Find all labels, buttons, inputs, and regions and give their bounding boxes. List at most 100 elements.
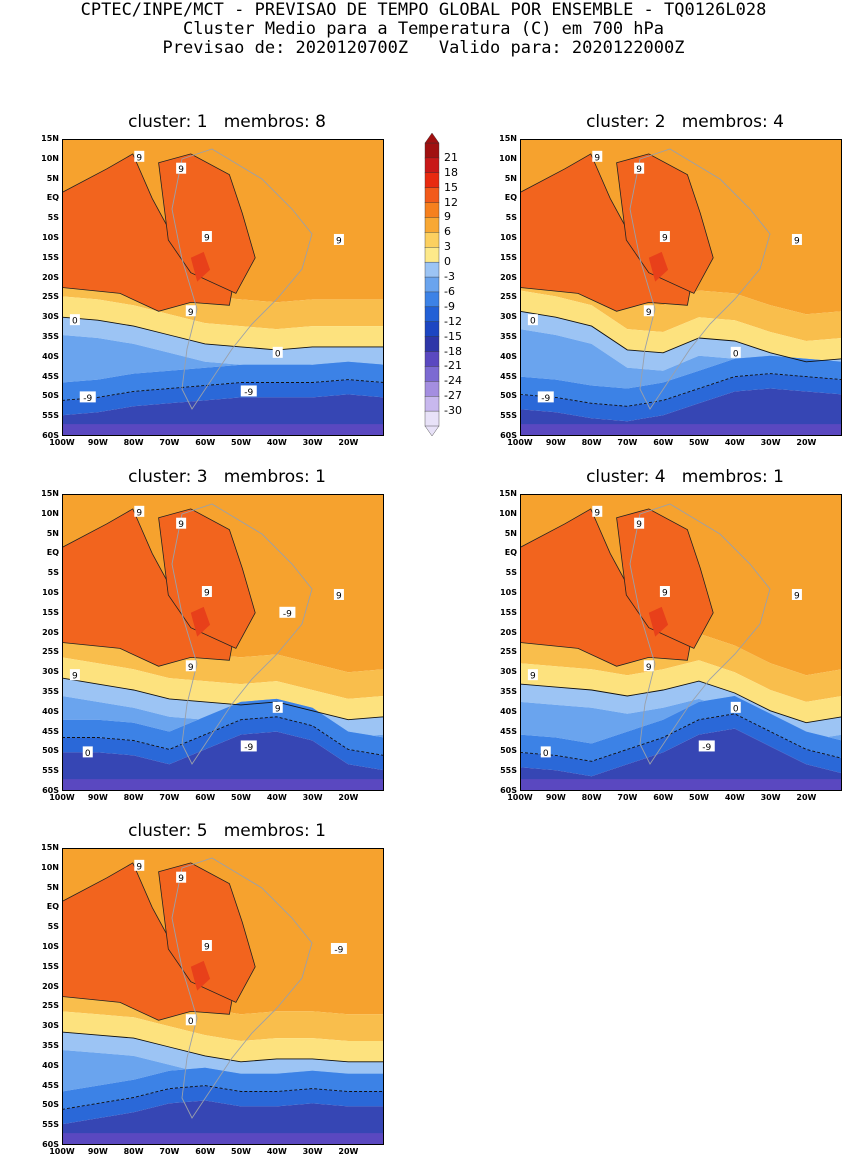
lat-tick-label: 10S	[42, 588, 59, 597]
colorbar-arrow-bottom	[424, 425, 440, 436]
warm-region	[648, 251, 669, 282]
colorbar-swatch	[424, 157, 440, 174]
contour-label: 9	[791, 233, 802, 246]
lon-tick-label: 20W	[796, 793, 817, 802]
temperature-band	[62, 1032, 384, 1080]
lon-tick-label: 20W	[338, 1147, 359, 1156]
colorbar-label: -24	[444, 374, 462, 388]
lat-tick-label: 10S	[500, 233, 517, 242]
contour-label: 9	[592, 505, 603, 518]
lat-tick-label: 15N	[41, 134, 59, 143]
contour-label: 9	[592, 150, 603, 163]
lon-tick-label: 60W	[653, 438, 674, 447]
lat-tick-label: 30S	[500, 312, 517, 322]
svg-text:9: 9	[204, 943, 210, 953]
colorbar-label: -21	[444, 359, 462, 373]
lat-tick-label: 50S	[500, 391, 517, 401]
lat-tick-label: 5S	[47, 213, 59, 223]
panel-title: cluster: 4 membros: 1	[586, 467, 784, 487]
svg-text:0: 0	[188, 1017, 194, 1027]
lat-tick-label: 35S	[42, 687, 59, 696]
lat-tick-label: 60S	[42, 1140, 59, 1149]
lon-tick-label: 40W	[266, 1147, 287, 1156]
temperature-band	[520, 696, 842, 744]
temperature-band	[520, 696, 842, 762]
colorbar-label: 12	[444, 195, 458, 209]
contour-label: 0	[82, 746, 93, 759]
lat-tick-label: 25S	[42, 292, 59, 302]
temperature-band	[520, 660, 842, 723]
lon-tick-label: 100W	[49, 438, 75, 447]
temperature-band	[62, 716, 384, 771]
lon-tick-label: 50W	[231, 438, 251, 447]
contour-label: 9	[134, 505, 145, 518]
isotherm-zero	[520, 680, 842, 724]
lat-tick-label: 20S	[500, 272, 517, 282]
lon-tick-label: 100W	[49, 1147, 75, 1156]
colorbar-swatch	[424, 321, 440, 338]
svg-text:0: 0	[530, 317, 536, 327]
map-frame	[520, 139, 842, 436]
lat-tick-label: EQ	[46, 902, 59, 912]
lat-tick-label: 50S	[42, 1100, 59, 1110]
contour-label: 9	[185, 305, 196, 318]
lat-tick-label: 5S	[47, 922, 59, 932]
lon-tick-label: 60W	[195, 793, 216, 802]
svg-text:9: 9	[178, 874, 184, 884]
lat-tick-label: 15N	[41, 843, 59, 852]
temperature-band	[520, 329, 842, 389]
colorbar-label: -18	[444, 344, 462, 358]
colorbar-label: -3	[444, 270, 455, 284]
lat-tick-label: 45S	[42, 371, 59, 381]
lon-tick-label: 50W	[689, 793, 709, 802]
colorbar-swatch	[424, 381, 440, 397]
warm-region	[616, 153, 714, 294]
lon-tick-label: 100W	[507, 438, 533, 447]
isotherm-zero	[62, 677, 384, 721]
temperature-band	[62, 296, 384, 350]
contour-label: 9	[643, 305, 654, 318]
lat-tick-label: 30S	[42, 1021, 59, 1031]
contour-label: 9	[659, 586, 670, 599]
contour-label: -9	[330, 942, 347, 955]
temperature-band	[62, 1133, 384, 1145]
warm-region	[190, 960, 211, 991]
lat-tick-label: EQ	[504, 548, 517, 558]
header-line-3: Previsao de: 2020120700Z Valido para: 20…	[162, 38, 685, 58]
lat-tick-label: 5N	[46, 882, 59, 892]
temperature-band	[62, 1067, 384, 1110]
contour-label: 9	[201, 940, 212, 953]
contour-label: 0	[272, 346, 283, 359]
isotherm-zero	[520, 310, 842, 363]
lat-tick-label: 10N	[41, 862, 59, 872]
colorbar-arrow-top	[424, 133, 440, 144]
lon-tick-label: 60W	[195, 438, 216, 447]
temperature-band	[62, 698, 384, 756]
svg-text:-9: -9	[541, 394, 550, 404]
lon-tick-label: 40W	[266, 438, 287, 447]
lon-tick-label: 90W	[87, 793, 108, 802]
coastline	[171, 148, 313, 410]
lat-tick-label: 30S	[500, 667, 517, 677]
temperature-band	[62, 361, 384, 401]
lon-tick-label: 100W	[507, 793, 533, 802]
lon-tick-label: 80W	[581, 438, 602, 447]
lon-tick-label: 70W	[159, 793, 180, 802]
temperature-band	[520, 713, 842, 777]
warm-region	[648, 606, 669, 637]
contour-label: -9	[240, 740, 257, 753]
contour-label: 9	[185, 660, 196, 673]
lon-tick-label: 90W	[87, 438, 108, 447]
svg-text:9: 9	[794, 591, 800, 601]
contour-label: 0	[730, 346, 741, 359]
temperature-band	[62, 317, 384, 368]
panel-title: cluster: 3 membros: 1	[128, 467, 326, 487]
svg-text:9: 9	[662, 589, 668, 599]
warm-region	[616, 508, 714, 649]
lat-tick-label: 15S	[42, 252, 59, 262]
contour-label: -9	[279, 606, 296, 619]
temperature-band	[520, 779, 842, 791]
temperature-band	[520, 424, 842, 436]
contour-label: 9	[134, 150, 145, 163]
lat-tick-label: 40S	[500, 706, 517, 716]
